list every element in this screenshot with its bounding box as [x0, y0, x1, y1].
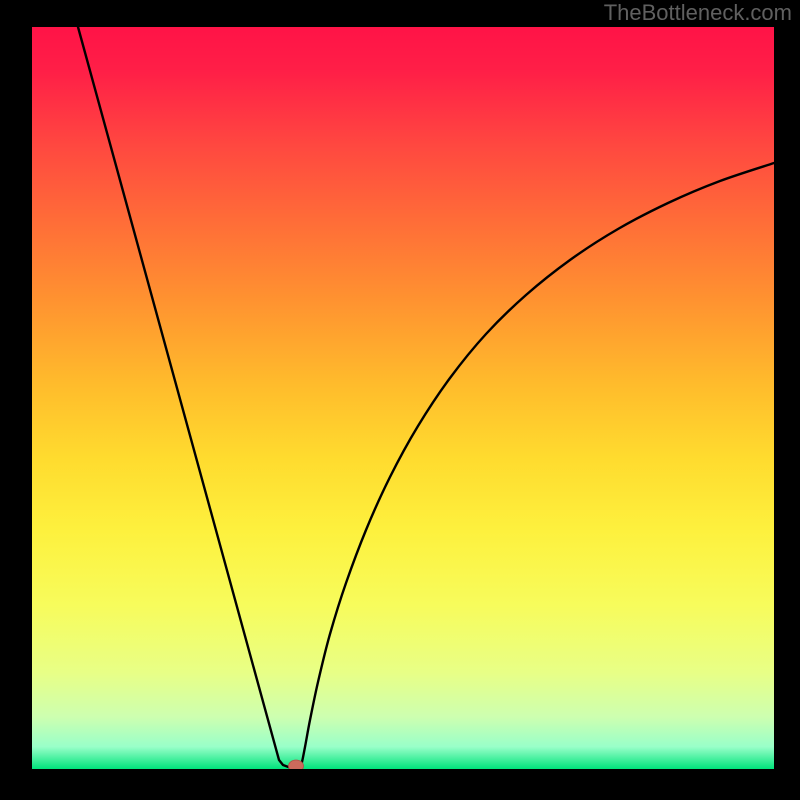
watermark-text: TheBottleneck.com: [604, 0, 792, 26]
chart-gradient-panel: [32, 27, 774, 769]
